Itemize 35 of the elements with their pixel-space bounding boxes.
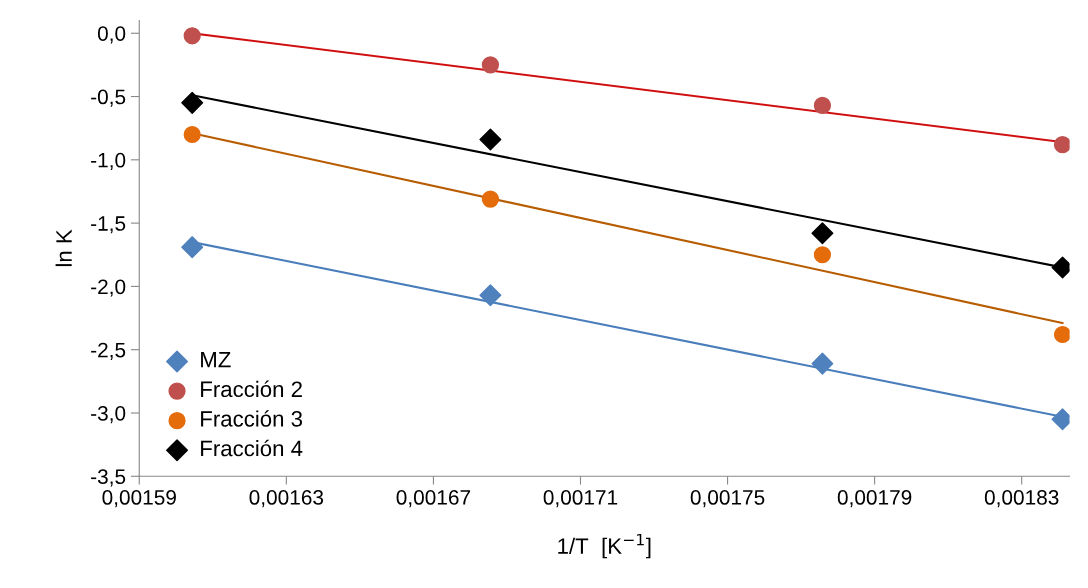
- point: [479, 284, 502, 307]
- point: [183, 125, 201, 144]
- x-tick-label: 0,00163: [249, 490, 324, 508]
- x-tick-label: 0,00167: [396, 490, 471, 508]
- x-tick-label: 0,00175: [690, 490, 765, 508]
- y-tick-label: -0,5: [91, 89, 126, 107]
- point: [1053, 136, 1070, 154]
- x-tick-label: 0,00179: [837, 490, 912, 508]
- legend-label: MZ: [201, 352, 231, 368]
- x-tick-label: 0,00171: [543, 490, 618, 508]
- point: [481, 56, 500, 74]
- point: [813, 246, 832, 264]
- y-tick-label: 0,0: [97, 26, 126, 44]
- y-tick-label: -1,0: [91, 152, 126, 171]
- point: [811, 352, 834, 375]
- point: [181, 236, 204, 259]
- legend-label: Fracción 4: [201, 439, 303, 457]
- legend-label: Fracción 3: [201, 410, 303, 427]
- legend-label: Fracción 2: [201, 380, 302, 398]
- point: [811, 222, 834, 245]
- x-axis-title: 1/T [K$^{−1}$]: [558, 533, 651, 559]
- point: [481, 190, 500, 208]
- point: [181, 91, 204, 114]
- point: [813, 96, 832, 115]
- y-tick-label: -3,5: [91, 469, 126, 487]
- y-tick-label: -2,0: [91, 279, 126, 297]
- y-tick-label: -2,5: [91, 342, 126, 360]
- x-tick-label: 0,00183: [984, 490, 1059, 508]
- point: [1053, 325, 1070, 344]
- y-axis-title: ln K: [55, 229, 72, 267]
- y-tick-label: -3,0: [91, 405, 126, 424]
- x-tick-label: 0,00159: [102, 490, 176, 508]
- point: [183, 27, 201, 45]
- y-tick-label: -1,5: [91, 216, 126, 234]
- point: [479, 128, 502, 151]
